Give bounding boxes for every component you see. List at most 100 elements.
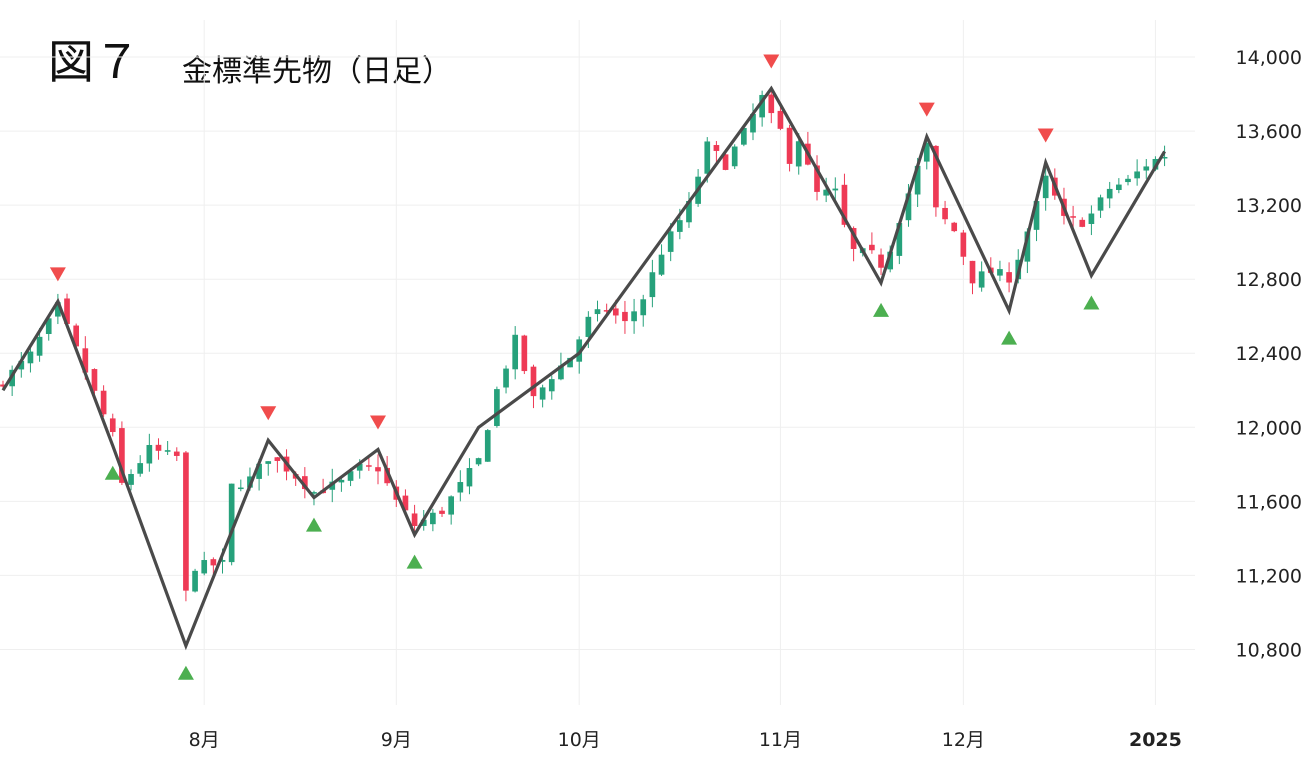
candle-body: [55, 302, 61, 317]
candle-body: [969, 260, 976, 284]
candle-body: [384, 467, 390, 484]
x-tick-label: 2025: [1129, 729, 1182, 751]
x-axis: 8月 9月 10月 11月 12月 2025: [189, 729, 1182, 751]
candle-body: [420, 519, 427, 526]
x-tick-label: 10月: [558, 729, 601, 751]
x-tick-label: 8月: [189, 729, 220, 751]
candle-body: [768, 94, 775, 114]
y-tick-label: 11,200: [1236, 565, 1302, 587]
candle-body: [1042, 175, 1049, 199]
candle-body: [1161, 156, 1168, 159]
candle-body: [1106, 188, 1113, 199]
candle-body: [411, 513, 418, 527]
candle-body: [1088, 213, 1095, 224]
peak-marker: [369, 415, 386, 430]
peak-marker: [1037, 128, 1054, 143]
candle-body: [301, 476, 308, 490]
candle-body: [439, 510, 445, 514]
candle-body: [219, 560, 226, 562]
trough-marker: [406, 554, 423, 569]
candle-body: [1097, 197, 1104, 211]
candle-body: [155, 444, 162, 451]
candle-body: [192, 570, 198, 592]
candle-body: [585, 316, 592, 337]
candle-body: [905, 193, 912, 221]
candle-body: [731, 146, 738, 167]
candle-body: [311, 492, 317, 494]
candle-body: [896, 223, 903, 256]
candle-body: [1079, 219, 1086, 227]
candle-body: [1143, 166, 1150, 171]
trough-marker: [305, 517, 322, 532]
candle-body: [869, 244, 875, 251]
candle-body: [1070, 216, 1076, 218]
candle-body: [64, 298, 70, 324]
zigzag-polyline: [1, 85, 1166, 651]
candle-body: [183, 452, 189, 591]
candle-body: [887, 251, 894, 270]
candle-body: [686, 200, 692, 223]
peak-marker: [763, 54, 780, 69]
candle-body: [356, 463, 363, 471]
candle-body: [100, 390, 107, 415]
candle-body: [640, 299, 647, 316]
candle-body: [841, 184, 848, 225]
trough-marker: [873, 302, 890, 317]
candle-body: [91, 369, 98, 391]
candle-body: [45, 318, 52, 335]
candle-body: [914, 165, 921, 195]
candle-body: [539, 387, 546, 400]
candle-body: [503, 368, 509, 388]
candle-body: [521, 335, 528, 372]
candle-body: [942, 207, 948, 220]
candle-body: [36, 336, 43, 356]
candle-body: [1006, 272, 1012, 283]
trough-marker: [104, 465, 121, 480]
candle-body: [594, 309, 601, 315]
candle-body: [109, 418, 116, 433]
x-tick-label: 12月: [942, 729, 985, 751]
candle-body: [722, 154, 729, 170]
candle-body: [603, 310, 610, 312]
candle-body: [494, 389, 500, 426]
candle-body: [475, 458, 482, 465]
candle-body: [713, 145, 720, 151]
candle-body: [933, 145, 939, 208]
candle-body: [366, 465, 372, 467]
y-tick-label: 10,800: [1236, 639, 1302, 661]
peak-marker: [49, 267, 66, 282]
y-tick-label: 12,800: [1236, 269, 1302, 291]
candle-body: [741, 127, 747, 145]
trough-marker: [1083, 295, 1100, 310]
candle-body: [814, 165, 820, 192]
candle-body: [1116, 184, 1122, 190]
candle-body: [823, 189, 829, 196]
candle-body: [146, 444, 153, 464]
grid-lines: [0, 20, 1195, 705]
candle-body: [997, 269, 1003, 276]
candle-body: [759, 94, 765, 118]
candle-body: [0, 384, 6, 387]
candle-body: [530, 366, 537, 397]
candle-body: [786, 127, 793, 164]
candle-body: [137, 463, 144, 474]
y-tick-label: 13,200: [1236, 195, 1302, 217]
candle-body: [457, 482, 464, 493]
candle-body: [878, 254, 884, 268]
candle-body: [704, 141, 711, 174]
candle-body: [201, 560, 208, 574]
candle-body: [750, 113, 756, 133]
candle-body: [82, 348, 89, 373]
candle-series: [0, 86, 1168, 602]
candle-body: [27, 351, 34, 364]
candle-body: [228, 483, 235, 563]
y-tick-label: 12,000: [1236, 417, 1302, 439]
candle-body: [548, 379, 555, 392]
candle-body: [1125, 178, 1131, 183]
candle-body: [658, 254, 665, 275]
candle-body: [978, 271, 985, 288]
candle-body: [558, 365, 564, 380]
candle-body: [795, 141, 802, 167]
candle-body: [1033, 201, 1040, 230]
